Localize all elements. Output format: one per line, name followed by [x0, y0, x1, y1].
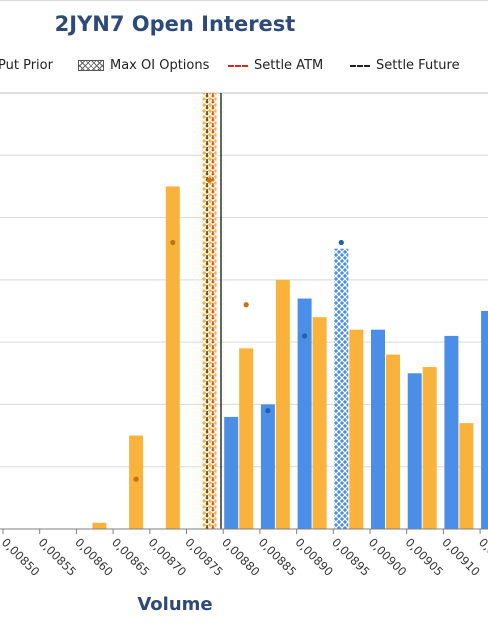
x-tick-label: 0,00875 [182, 535, 226, 579]
max-oi-put-bar [202, 93, 217, 529]
put-prior-dot [243, 302, 249, 308]
max-oi-call-bar [334, 248, 349, 529]
red-dashed-line-icon [228, 64, 248, 67]
black-dashed-line-icon [350, 64, 370, 67]
call-bar [224, 416, 239, 529]
call-bar [444, 335, 459, 529]
legend-item-max-oi[interactable]: Max OI Options [78, 58, 209, 73]
put-bar [386, 354, 400, 529]
put-bar [422, 367, 437, 529]
put-bar [165, 186, 180, 529]
call-bar [260, 404, 275, 529]
put-bar [312, 317, 327, 529]
x-tick-label: 0,00870 [146, 535, 190, 579]
x-tick-label: 0,00880 [219, 535, 263, 579]
top-border [0, 0, 488, 1]
call-bar [481, 311, 488, 529]
chart-title: 2JYN7 Open Interest [54, 12, 296, 36]
legend-label-settle-future: Settle Future [376, 58, 460, 73]
x-tick-label: 0,00885 [256, 535, 300, 579]
legend-item-settle-atm[interactable]: Settle ATM [228, 58, 323, 73]
x-tick-label: 0,00865 [109, 535, 153, 579]
put-bar [129, 435, 144, 529]
put-prior-dot [206, 177, 213, 183]
hatch-swatch-icon [78, 60, 104, 71]
x-tick-label: 0,00910 [439, 535, 483, 579]
put-bar [92, 522, 107, 529]
legend-label-max-oi: Max OI Options [110, 58, 210, 73]
call-prior-dot [302, 333, 308, 339]
x-tick-label: 0,00890 [292, 535, 336, 579]
x-axis-title: Volume [137, 594, 213, 615]
x-tick-label: 0,00905 [403, 535, 447, 579]
call-bar [407, 373, 422, 529]
x-tick-label: 0,00895 [329, 535, 373, 579]
x-tick-label: 0,00855 [36, 535, 80, 579]
x-tick-label: 0,00860 [72, 535, 116, 579]
legend-label-settle-atm: Settle ATM [254, 58, 324, 73]
put-prior-dot [133, 476, 139, 482]
put-bar [459, 423, 474, 529]
put-prior-dot [170, 239, 176, 246]
x-tick-label: 0,00850 [0, 535, 42, 579]
put-bar [275, 279, 290, 529]
legend-item-put-prior[interactable]: Put Prior [0, 58, 53, 73]
legend: Put Prior Max OI Options Settle ATM Sett… [0, 58, 488, 80]
legend-item-settle-future[interactable]: Settle Future [350, 58, 460, 73]
put-bar [239, 348, 254, 529]
call-prior-dot [338, 239, 344, 246]
call-bar [297, 298, 312, 529]
call-prior-dot [265, 408, 271, 414]
call-bar [371, 329, 385, 529]
put-bar [349, 329, 364, 529]
x-tick-label: 0,00900 [366, 535, 410, 579]
legend-label-put-prior: Put Prior [0, 58, 53, 73]
